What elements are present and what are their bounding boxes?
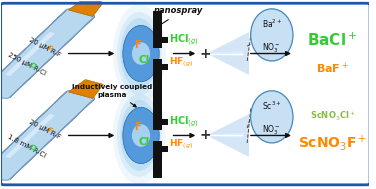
Text: HF$_{(g)}$: HF$_{(g)}$ (169, 56, 193, 69)
Text: 20 μM R-F: 20 μM R-F (28, 118, 62, 140)
Ellipse shape (120, 100, 158, 171)
Text: +: + (200, 129, 211, 143)
Text: +: + (200, 46, 211, 60)
Text: BaCl$^+$: BaCl$^+$ (307, 32, 358, 49)
Bar (153, 59, 162, 96)
Polygon shape (210, 114, 249, 157)
Text: F: F (46, 127, 53, 134)
Text: 1.8 mM R-Cl: 1.8 mM R-Cl (7, 134, 47, 159)
Bar (153, 119, 168, 125)
Text: Cl: Cl (139, 55, 150, 65)
Text: BaF$^+$: BaF$^+$ (316, 61, 349, 76)
Text: F: F (134, 40, 141, 50)
Text: Sc$^{3+}$: Sc$^{3+}$ (262, 99, 282, 112)
Ellipse shape (113, 4, 166, 103)
Ellipse shape (117, 12, 162, 95)
Text: ScNO$_3$F$^+$: ScNO$_3$F$^+$ (298, 133, 367, 153)
Polygon shape (0, 91, 94, 180)
Ellipse shape (251, 91, 293, 143)
Text: Cl: Cl (139, 137, 150, 147)
Bar (153, 141, 162, 178)
Text: HCl$_{(g)}$: HCl$_{(g)}$ (169, 115, 199, 130)
Ellipse shape (132, 124, 150, 147)
Text: Inductively coupled
plasma: Inductively coupled plasma (72, 84, 152, 98)
Ellipse shape (251, 9, 293, 61)
Text: 250 μM R-Cl: 250 μM R-Cl (7, 52, 47, 77)
Bar (153, 37, 168, 43)
Text: F: F (134, 122, 141, 132)
Text: ScNO$_3$Cl$^+$: ScNO$_3$Cl$^+$ (309, 110, 355, 123)
Text: HF$_{(g)}$: HF$_{(g)}$ (169, 138, 193, 151)
Ellipse shape (123, 25, 159, 82)
Text: F: F (46, 45, 53, 52)
Text: 20 μM R-F: 20 μM R-F (28, 36, 62, 58)
Text: Ba$^{2+}$: Ba$^{2+}$ (262, 18, 282, 30)
Bar (153, 93, 162, 130)
Polygon shape (68, 0, 103, 16)
Bar (153, 146, 168, 152)
Text: nanospray: nanospray (153, 6, 203, 15)
Text: NO$_3^-$: NO$_3^-$ (262, 123, 281, 137)
Polygon shape (5, 114, 55, 158)
Text: Cl: Cl (28, 143, 38, 152)
Ellipse shape (123, 107, 159, 164)
Ellipse shape (113, 86, 166, 185)
Ellipse shape (120, 18, 158, 89)
Polygon shape (5, 32, 55, 76)
Text: NO$_3^-$: NO$_3^-$ (262, 41, 281, 55)
Ellipse shape (132, 42, 150, 65)
Polygon shape (68, 80, 103, 98)
Ellipse shape (117, 94, 162, 177)
Polygon shape (0, 9, 94, 98)
Polygon shape (210, 133, 244, 138)
Polygon shape (210, 51, 244, 56)
Polygon shape (210, 32, 249, 75)
Bar (153, 64, 168, 70)
Text: HCl$_{(g)}$: HCl$_{(g)}$ (169, 33, 199, 48)
Text: Cl: Cl (28, 61, 38, 70)
Bar (153, 11, 162, 48)
